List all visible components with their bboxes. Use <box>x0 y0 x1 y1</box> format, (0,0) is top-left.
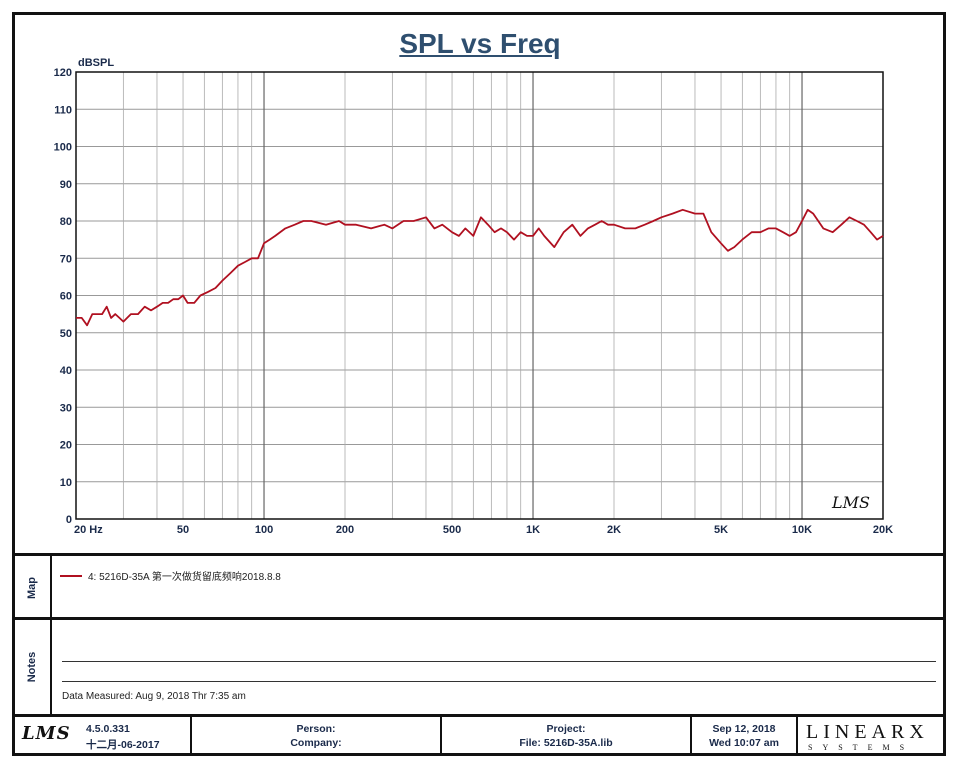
legend-entry: 4: 5216D-35A 第一次做货留底频响2018.8.8 <box>60 568 281 583</box>
file-label: File: 5216D-35A.lib <box>519 737 613 749</box>
lms-logo: LMS <box>22 723 71 744</box>
map-side-label: Map <box>14 556 52 619</box>
y-tick-labels: 0 10 20 30 40 50 60 70 80 90 100 110 120 <box>54 67 72 526</box>
x-tick-label: 500 <box>443 524 461 536</box>
x-tick-label: 50 <box>177 524 189 536</box>
legend-text: 4: 5216D-35A 第一次做货留底频响2018.8.8 <box>88 572 281 583</box>
x-tick-label: 100 <box>255 524 273 536</box>
chart-title: SPL vs Freq <box>399 28 561 59</box>
y-tick-label: 110 <box>54 104 72 116</box>
note-line <box>62 642 936 662</box>
lms-watermark: LMS <box>831 493 870 512</box>
footer-bar: LMS 4.5.0.331 十二月-06-2017 Person: Compan… <box>14 714 944 754</box>
y-tick-label: 50 <box>60 328 72 340</box>
y-tick-label: 100 <box>54 142 72 154</box>
x-tick-label: 10K <box>792 524 812 536</box>
company-label: Company: <box>290 737 342 749</box>
y-tick-label: 90 <box>60 179 72 191</box>
notes-lines <box>62 642 936 682</box>
y-tick-label: 10 <box>60 477 72 489</box>
chart-grid <box>75 71 884 520</box>
spl-series-line <box>76 208 884 327</box>
y-axis-label: dBSPL <box>78 57 114 69</box>
y-tick-label: 120 <box>54 67 72 79</box>
legend-swatch <box>60 574 82 577</box>
x-tick-label: 2K <box>607 524 621 536</box>
linearx-logo: LINEARX SYSTEMS <box>800 719 944 755</box>
y-tick-label: 0 <box>66 514 72 526</box>
linearx-brand: LINEARX <box>806 721 929 743</box>
footer-project-cell: Project: File: 5216D-35A.lib <box>442 717 692 754</box>
notes-section: Notes Data Measured: Aug 9, 2018 Thr 7:3… <box>14 617 944 714</box>
build-date-text: 十二月-06-2017 <box>86 739 160 751</box>
note-line <box>62 662 936 682</box>
x-tick-labels: 20 Hz 50 100 200 500 1K 2K 5K 10K 20K <box>74 524 893 536</box>
person-label: Person: <box>296 723 336 735</box>
linearx-sub: SYSTEMS <box>808 743 915 752</box>
footer-person-cell: Person: Company: <box>192 717 442 754</box>
map-section: Map 4: 5216D-35A 第一次做货留底频响2018.8.8 <box>14 553 944 619</box>
y-tick-label: 70 <box>60 253 72 265</box>
project-label: Project: <box>546 723 586 735</box>
plot-border <box>75 71 884 520</box>
footer-date-cell: Sep 12, 2018 Wed 10:07 am <box>692 717 798 754</box>
version-text: 4.5.0.331 <box>86 723 130 735</box>
x-tick-label: 20K <box>873 524 893 536</box>
notes-side-label: Notes <box>14 620 52 714</box>
x-tick-label: 5K <box>714 524 728 536</box>
series-group <box>76 208 884 327</box>
x-tick-label: 20 Hz <box>74 524 103 536</box>
time-text: Wed 10:07 am <box>709 737 779 749</box>
date-text: Sep 12, 2018 <box>712 723 776 735</box>
footer-version-cell: LMS 4.5.0.331 十二月-06-2017 <box>14 717 192 754</box>
x-tick-label: 200 <box>336 524 354 536</box>
x-tick-label: 1K <box>526 524 540 536</box>
data-measured-text: Data Measured: Aug 9, 2018 Thr 7:35 am <box>62 691 246 702</box>
y-tick-label: 20 <box>60 440 72 452</box>
report-frame <box>12 12 946 756</box>
y-tick-label: 30 <box>60 402 72 414</box>
y-tick-label: 80 <box>60 216 72 228</box>
y-tick-label: 40 <box>60 365 72 377</box>
y-tick-label: 60 <box>60 291 72 303</box>
